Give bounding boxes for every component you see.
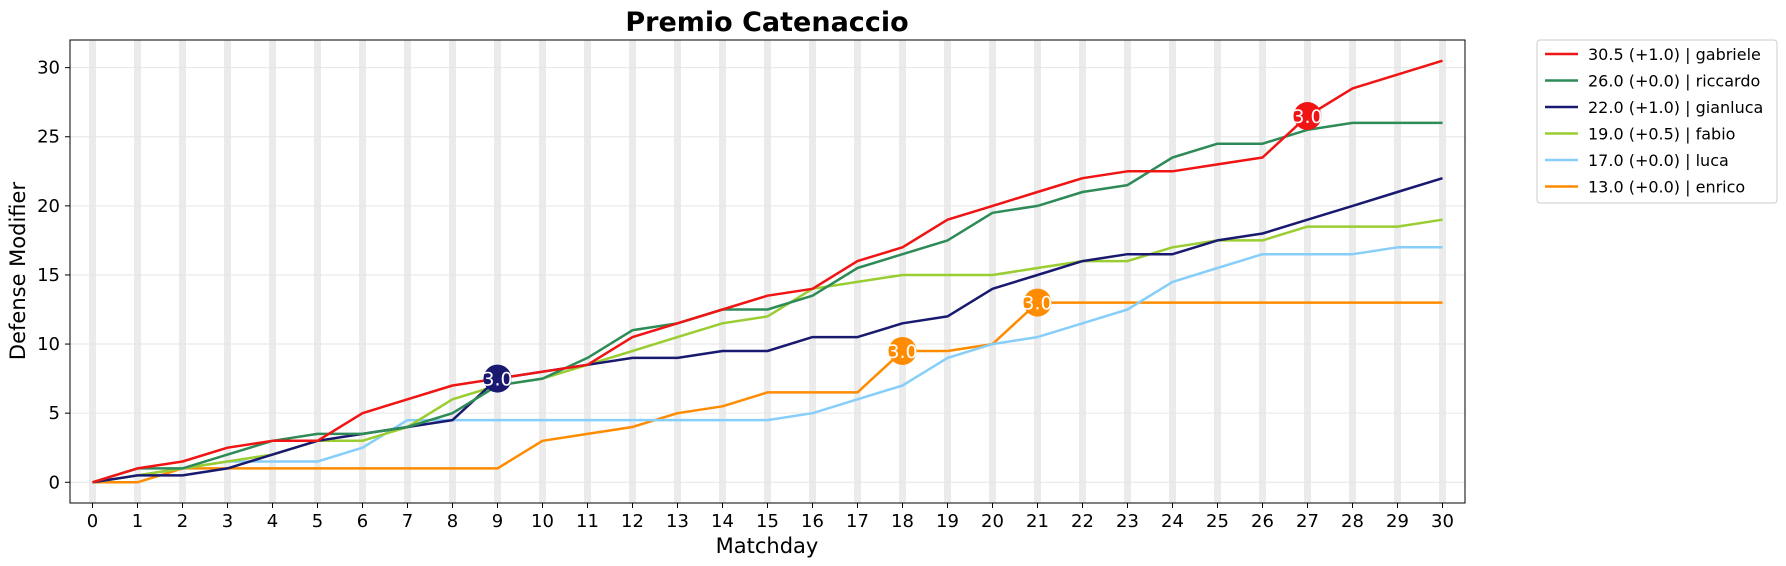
band-2 bbox=[179, 40, 186, 503]
legend: 30.5 (+1.0) | gabriele 26.0 (+0.0) | ricc… bbox=[1536, 39, 1778, 204]
x-tick-label: 29 bbox=[1386, 511, 1409, 532]
band-30 bbox=[1439, 40, 1446, 503]
band-27 bbox=[1304, 40, 1311, 503]
annotation-marker bbox=[888, 336, 917, 365]
x-tick-label: 17 bbox=[846, 511, 869, 532]
x-tick-label: 14 bbox=[711, 511, 734, 532]
x-axis-ticks: 0 1 2 3 4 5 6 7 8 9 10 11 12 13 14 15 16 17 18 19 20 21 22 23 24… bbox=[87, 503, 1454, 532]
y-axis-label: Defense Modifier bbox=[6, 182, 30, 361]
band-24 bbox=[1169, 40, 1176, 503]
x-tick-label: 7 bbox=[402, 511, 413, 532]
band-12 bbox=[629, 40, 636, 503]
band-26 bbox=[1259, 40, 1266, 503]
y-tick-label: 30 bbox=[37, 58, 60, 79]
band-6 bbox=[359, 40, 366, 503]
x-tick-label: 16 bbox=[801, 511, 824, 532]
x-tick-label: 27 bbox=[1296, 511, 1319, 532]
legend-entry: 17.0 (+0.0) | luca bbox=[1588, 151, 1729, 170]
y-tick-label: 15 bbox=[37, 265, 60, 286]
x-tick-label: 11 bbox=[576, 511, 599, 532]
chart-title: Premio Catenaccio bbox=[625, 7, 908, 38]
annotation-marker bbox=[1023, 288, 1052, 317]
x-tick-label: 2 bbox=[177, 511, 188, 532]
x-tick-label: 24 bbox=[1161, 511, 1184, 532]
vertical-bands bbox=[89, 40, 1446, 503]
x-tick-label: 8 bbox=[447, 511, 458, 532]
series-line bbox=[92, 301, 1443, 484]
x-tick-label: 26 bbox=[1251, 511, 1274, 532]
legend-entry: 13.0 (+0.0) | enrico bbox=[1588, 178, 1745, 197]
band-18 bbox=[899, 40, 906, 503]
band-3 bbox=[224, 40, 231, 503]
band-14 bbox=[719, 40, 726, 503]
band-4 bbox=[269, 40, 276, 503]
x-tick-label: 18 bbox=[891, 511, 914, 532]
x-tick-label: 12 bbox=[621, 511, 644, 532]
x-tick-label: 5 bbox=[312, 511, 323, 532]
band-9 bbox=[494, 40, 501, 503]
legend-entry: 19.0 (+0.5) | fabio bbox=[1588, 125, 1735, 144]
x-tick-label: 1 bbox=[132, 511, 143, 532]
band-22 bbox=[1079, 40, 1086, 503]
annotation-label: 3.0 bbox=[482, 369, 512, 391]
gridlines bbox=[70, 67, 1465, 483]
annotation-label: 3.0 bbox=[887, 341, 917, 363]
band-8 bbox=[449, 40, 456, 503]
annotation-marker bbox=[483, 364, 512, 393]
x-tick-label: 28 bbox=[1341, 511, 1364, 532]
band-10 bbox=[539, 40, 546, 503]
band-19 bbox=[944, 40, 951, 503]
legend-entry: 30.5 (+1.0) | gabriele bbox=[1588, 45, 1761, 64]
band-20 bbox=[989, 40, 996, 503]
legend-frame bbox=[1536, 39, 1778, 204]
x-tick-label: 23 bbox=[1116, 511, 1139, 532]
band-21 bbox=[1034, 40, 1041, 503]
band-7 bbox=[404, 40, 411, 503]
x-tick-label: 13 bbox=[666, 511, 689, 532]
annotation-markers: 3.0 3.0 3.0 3.0 bbox=[482, 102, 1323, 393]
band-23 bbox=[1124, 40, 1131, 503]
series-line bbox=[92, 246, 1443, 484]
annotation-label: 3.0 bbox=[1022, 293, 1052, 315]
x-axis-label: Matchday bbox=[716, 534, 819, 558]
y-tick-label: 20 bbox=[37, 196, 60, 217]
band-25 bbox=[1214, 40, 1221, 503]
legend-entry: 26.0 (+0.0) | riccardo bbox=[1588, 72, 1760, 91]
y-tick-label: 0 bbox=[49, 472, 60, 493]
legend-entry: 22.0 (+1.0) | gianluca bbox=[1588, 98, 1763, 117]
x-tick-label: 20 bbox=[981, 511, 1004, 532]
band-5 bbox=[314, 40, 321, 503]
band-11 bbox=[584, 40, 591, 503]
x-tick-label: 0 bbox=[87, 511, 98, 532]
series-lines bbox=[92, 59, 1443, 484]
band-0 bbox=[89, 40, 96, 503]
band-17 bbox=[854, 40, 861, 503]
band-29 bbox=[1394, 40, 1401, 503]
annotation-marker bbox=[1293, 102, 1322, 131]
x-tick-label: 4 bbox=[267, 511, 278, 532]
y-tick-label: 25 bbox=[37, 127, 60, 148]
y-tick-label: 5 bbox=[49, 403, 60, 424]
band-15 bbox=[764, 40, 771, 503]
x-tick-label: 6 bbox=[357, 511, 368, 532]
x-tick-label: 9 bbox=[492, 511, 503, 532]
x-tick-label: 3 bbox=[222, 511, 233, 532]
y-axis-ticks: 0 5 10 15 20 25 30 bbox=[37, 58, 70, 493]
x-tick-label: 19 bbox=[936, 511, 959, 532]
band-28 bbox=[1349, 40, 1356, 503]
x-tick-label: 10 bbox=[531, 511, 554, 532]
x-tick-label: 21 bbox=[1026, 511, 1049, 532]
x-tick-label: 15 bbox=[756, 511, 779, 532]
y-tick-label: 10 bbox=[37, 334, 60, 355]
band-16 bbox=[809, 40, 816, 503]
series-line bbox=[92, 59, 1443, 484]
x-tick-label: 22 bbox=[1071, 511, 1094, 532]
x-tick-label: 30 bbox=[1431, 511, 1454, 532]
band-13 bbox=[674, 40, 681, 503]
annotation-label: 3.0 bbox=[1292, 106, 1322, 128]
series-line bbox=[92, 121, 1443, 484]
band-1 bbox=[134, 40, 141, 503]
x-tick-label: 25 bbox=[1206, 511, 1229, 532]
